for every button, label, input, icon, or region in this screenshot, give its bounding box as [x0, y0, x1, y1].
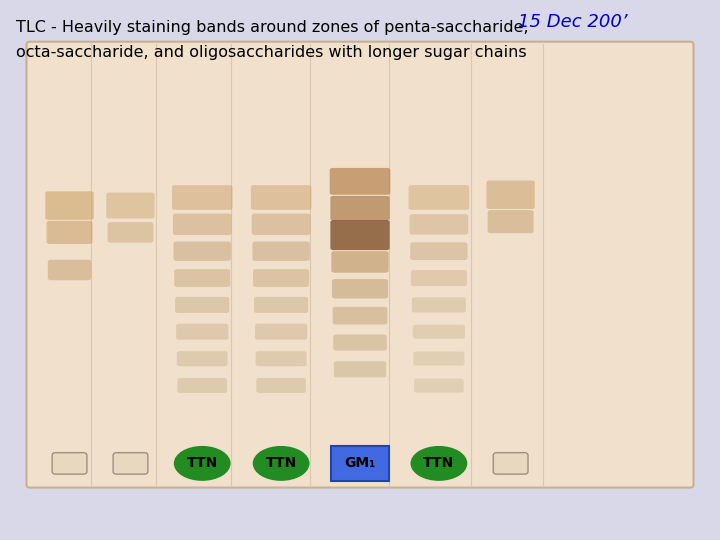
Text: GM₁: GM₁ — [344, 456, 376, 470]
Text: TTN: TTN — [266, 456, 297, 470]
Text: TTN: TTN — [186, 456, 218, 470]
FancyBboxPatch shape — [176, 323, 228, 340]
FancyBboxPatch shape — [27, 42, 693, 488]
FancyBboxPatch shape — [332, 279, 388, 299]
FancyBboxPatch shape — [174, 241, 231, 261]
FancyBboxPatch shape — [175, 297, 229, 313]
FancyBboxPatch shape — [254, 297, 308, 313]
FancyBboxPatch shape — [410, 242, 467, 260]
FancyBboxPatch shape — [334, 361, 386, 377]
FancyBboxPatch shape — [52, 453, 87, 474]
FancyBboxPatch shape — [45, 191, 94, 220]
FancyBboxPatch shape — [330, 220, 390, 250]
FancyBboxPatch shape — [487, 180, 535, 209]
FancyBboxPatch shape — [333, 334, 387, 350]
FancyBboxPatch shape — [408, 185, 469, 210]
FancyBboxPatch shape — [255, 323, 307, 340]
FancyBboxPatch shape — [113, 453, 148, 474]
FancyBboxPatch shape — [413, 325, 465, 339]
FancyBboxPatch shape — [107, 193, 155, 218]
FancyBboxPatch shape — [331, 251, 389, 273]
FancyBboxPatch shape — [410, 214, 468, 234]
FancyBboxPatch shape — [253, 241, 310, 261]
FancyBboxPatch shape — [493, 453, 528, 474]
FancyBboxPatch shape — [256, 351, 307, 366]
FancyBboxPatch shape — [107, 222, 153, 242]
FancyBboxPatch shape — [253, 269, 309, 287]
FancyBboxPatch shape — [330, 168, 390, 195]
FancyBboxPatch shape — [251, 185, 312, 210]
Ellipse shape — [253, 446, 310, 481]
FancyBboxPatch shape — [330, 196, 390, 220]
Text: 15 Dec 200’: 15 Dec 200’ — [518, 13, 627, 31]
FancyBboxPatch shape — [333, 307, 387, 325]
FancyBboxPatch shape — [414, 379, 464, 393]
FancyBboxPatch shape — [176, 351, 228, 366]
FancyBboxPatch shape — [172, 185, 233, 210]
FancyBboxPatch shape — [331, 446, 389, 481]
Ellipse shape — [174, 446, 230, 481]
FancyBboxPatch shape — [412, 298, 466, 313]
FancyBboxPatch shape — [173, 214, 232, 235]
Text: octa-saccharide, and oligosaccharides with longer sugar chains: octa-saccharide, and oligosaccharides wi… — [16, 45, 526, 60]
FancyBboxPatch shape — [252, 214, 310, 235]
FancyBboxPatch shape — [48, 260, 91, 280]
Ellipse shape — [410, 446, 467, 481]
FancyBboxPatch shape — [177, 378, 227, 393]
Text: TTN: TTN — [423, 456, 454, 470]
FancyBboxPatch shape — [174, 269, 230, 287]
FancyBboxPatch shape — [487, 210, 534, 233]
FancyBboxPatch shape — [411, 270, 467, 286]
FancyBboxPatch shape — [256, 378, 306, 393]
Text: TLC - Heavily staining bands around zones of penta-saccharide,: TLC - Heavily staining bands around zone… — [16, 20, 528, 35]
FancyBboxPatch shape — [413, 352, 464, 366]
FancyBboxPatch shape — [47, 221, 92, 244]
